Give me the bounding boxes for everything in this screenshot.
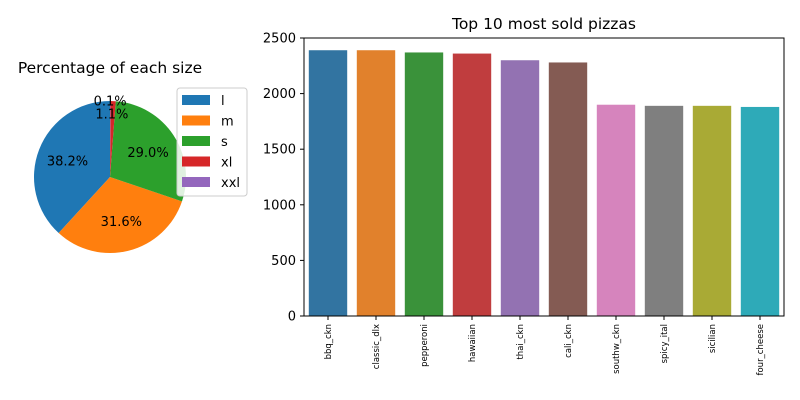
legend-swatch-l	[182, 95, 210, 105]
legend-frame	[176, 87, 248, 197]
pie-value-label-xl: 1.1%	[95, 107, 128, 122]
bar-bbq_ckn	[308, 50, 348, 317]
legend-label-xxl: xxl	[221, 176, 240, 191]
x-tick-label-thai_ckn: thai_ckn	[516, 324, 526, 360]
x-tick-label-classic_dlx: classic_dlx	[372, 324, 382, 369]
bar-chart-bars	[308, 50, 780, 317]
legend-entries: lms xl xxl	[182, 94, 240, 191]
bar-pepperoni	[404, 52, 444, 317]
legend-swatch-xxl	[182, 177, 210, 187]
pie-value-label-m: 31.6%	[101, 215, 142, 230]
y-tick-label: 1500	[263, 143, 296, 158]
pie-slice-s	[110, 101, 186, 202]
legend-label-m: m	[221, 115, 234, 130]
x-tick-label-hawaiian: hawaiian	[468, 324, 478, 362]
legend-label-xl: xl	[221, 156, 232, 171]
bar-thai_ckn	[500, 60, 540, 316]
bar-chart-y-axis: 0 500 1000 1500 2000 2500	[263, 32, 304, 325]
pie-value-label-xxl: 0.1%	[94, 94, 127, 109]
y-tick-label: 0	[288, 310, 296, 325]
bar-chart-title: Top 10 most sold pizzas	[451, 15, 636, 33]
bar-sicilian	[692, 105, 732, 316]
legend-label-l: l	[221, 94, 225, 109]
pie-value-label-l: 38.2%	[47, 154, 88, 169]
bar-hawaiian	[452, 53, 492, 317]
x-tick-label-spicy_ital: spicy_ital	[660, 324, 670, 363]
pie-value-label-s: 29.0%	[127, 146, 168, 161]
legend-swatch-xl	[182, 156, 210, 167]
bar-southw_ckn	[596, 104, 636, 316]
x-tick-label-pepperoni: pepperoni	[420, 324, 430, 367]
x-tick-label-sicilian: sicilian	[708, 324, 718, 353]
y-tick-label: 1000	[263, 198, 296, 213]
pie-slice-l	[34, 101, 110, 234]
pie-chart-slices	[34, 101, 186, 253]
y-tick-label: 500	[271, 254, 296, 269]
legend-swatch-m	[182, 115, 210, 126]
y-tick-label: 2500	[263, 32, 296, 47]
pie-slice-m	[58, 177, 182, 253]
bar-classic_dlx	[356, 50, 396, 317]
pie-chart-value-labels: 38.2% 31.6% 29.0% 1.1%0.1%	[47, 94, 169, 230]
x-tick-label-bbq_ckn: bbq_ckn	[324, 324, 334, 359]
bar-chart-x-axis: bbq_ckn classic_dlx pepperoni hawaiian thai_…	[324, 316, 766, 376]
bar-cali_ckn	[548, 62, 588, 316]
x-tick-label-cali_ckn: cali_ckn	[564, 324, 574, 358]
legend-swatch-s	[182, 136, 210, 146]
pie-legend: lms xl xxl	[176, 87, 248, 197]
y-tick-label: 2000	[263, 87, 296, 102]
pie-slice-xl	[110, 101, 116, 177]
pie-chart-title: Percentage of each size	[18, 59, 202, 77]
legend-label-s: s	[221, 135, 228, 150]
bar-chart-frame	[303, 37, 785, 317]
x-tick-label-southw_ckn: southw_ckn	[612, 324, 622, 374]
bar-four_cheese	[740, 106, 780, 316]
bar-spicy_ital	[644, 105, 684, 316]
x-tick-label-four_cheese: four_cheese	[756, 324, 766, 376]
